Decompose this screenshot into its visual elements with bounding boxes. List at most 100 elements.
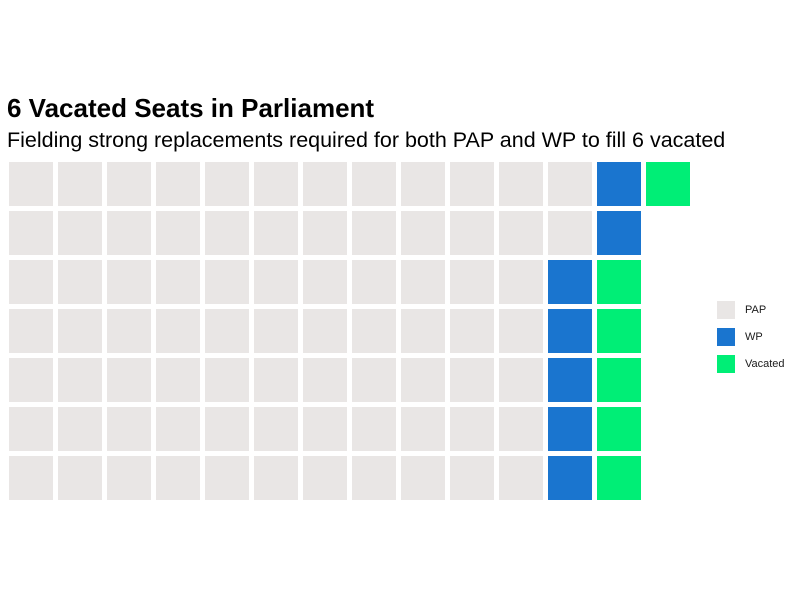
waffle-cell-pap <box>352 456 396 500</box>
waffle-cell-vacated <box>597 456 641 500</box>
waffle-cell-pap <box>107 211 151 255</box>
waffle-cell-pap <box>9 456 53 500</box>
waffle-cell-wp <box>548 309 592 353</box>
waffle-cell-pap <box>254 211 298 255</box>
waffle-cell-pap <box>401 162 445 206</box>
waffle-cell-pap <box>254 407 298 451</box>
waffle-cell-pap <box>9 260 53 304</box>
waffle-cell-pap <box>254 260 298 304</box>
waffle-cell-pap <box>499 407 543 451</box>
waffle-cell-pap <box>303 407 347 451</box>
waffle-cell-pap <box>303 260 347 304</box>
legend-label-vacated: Vacated <box>745 358 785 370</box>
waffle-cell-pap <box>156 260 200 304</box>
waffle-cell-pap <box>352 260 396 304</box>
waffle-cell-pap <box>107 358 151 402</box>
waffle-cell-pap <box>401 407 445 451</box>
waffle-cell-vacated <box>646 162 690 206</box>
waffle-cell-pap <box>352 407 396 451</box>
waffle-cell-pap <box>450 162 494 206</box>
waffle-cell-pap <box>254 358 298 402</box>
waffle-cell-pap <box>58 456 102 500</box>
waffle-cell-pap <box>156 456 200 500</box>
waffle-cell-pap <box>450 358 494 402</box>
waffle-cell-pap <box>450 309 494 353</box>
waffle-cell-pap <box>499 358 543 402</box>
waffle-cell-pap <box>254 162 298 206</box>
waffle-cell-pap <box>254 456 298 500</box>
legend-item-vacated: Vacated <box>717 352 785 376</box>
waffle-cell-pap <box>156 211 200 255</box>
waffle-cell-pap <box>303 162 347 206</box>
waffle-cell-pap <box>156 407 200 451</box>
waffle-cell-pap <box>548 162 592 206</box>
waffle-cell-wp <box>597 162 641 206</box>
waffle-cell-vacated <box>597 309 641 353</box>
waffle-cell-pap <box>9 309 53 353</box>
waffle-cell-pap <box>303 211 347 255</box>
waffle-cell-pap <box>548 211 592 255</box>
waffle-cell-vacated <box>597 260 641 304</box>
legend-swatch-pap <box>717 301 735 319</box>
legend: PAP WP Vacated <box>717 298 785 379</box>
waffle-cell-wp <box>597 211 641 255</box>
waffle-cell-pap <box>205 456 249 500</box>
waffle-cell-pap <box>205 211 249 255</box>
waffle-cell-pap <box>58 309 102 353</box>
legend-label-wp: WP <box>745 331 763 343</box>
waffle-cell-pap <box>58 407 102 451</box>
waffle-cell-pap <box>450 211 494 255</box>
waffle-cell-pap <box>352 309 396 353</box>
waffle-cell-pap <box>499 211 543 255</box>
waffle-cell-pap <box>303 456 347 500</box>
waffle-cell-pap <box>9 407 53 451</box>
waffle-cell-pap <box>401 211 445 255</box>
waffle-cell-pap <box>499 162 543 206</box>
waffle-cell-pap <box>156 309 200 353</box>
waffle-cell-wp <box>548 358 592 402</box>
waffle-cell-pap <box>303 358 347 402</box>
waffle-cell-pap <box>58 211 102 255</box>
waffle-cell-pap <box>254 309 298 353</box>
waffle-cell-vacated <box>597 358 641 402</box>
waffle-cell-pap <box>303 309 347 353</box>
waffle-cell-pap <box>107 407 151 451</box>
waffle-cell-pap <box>352 358 396 402</box>
waffle-cell-vacated <box>597 407 641 451</box>
waffle-cell-pap <box>450 260 494 304</box>
legend-swatch-vacated <box>717 355 735 373</box>
chart-title: 6 Vacated Seats in Parliament <box>7 93 375 123</box>
waffle-cell-pap <box>9 358 53 402</box>
waffle-cell-pap <box>107 456 151 500</box>
waffle-cell-pap <box>450 407 494 451</box>
waffle-cell-pap <box>107 309 151 353</box>
waffle-cell-wp <box>548 456 592 500</box>
waffle-cell-wp <box>548 407 592 451</box>
waffle-cell-wp <box>548 260 592 304</box>
waffle-cell-pap <box>205 358 249 402</box>
waffle-cell-pap <box>107 260 151 304</box>
legend-item-pap: PAP <box>717 298 785 322</box>
waffle-cell-pap <box>58 358 102 402</box>
waffle-cell-pap <box>499 456 543 500</box>
waffle-cell-pap <box>205 260 249 304</box>
waffle-cell-pap <box>401 456 445 500</box>
waffle-cell-pap <box>9 162 53 206</box>
waffle-cell-pap <box>499 309 543 353</box>
waffle-cell-pap <box>401 358 445 402</box>
chart-subtitle: Fielding strong replacements required fo… <box>7 128 726 152</box>
legend-swatch-wp <box>717 328 735 346</box>
waffle-cell-pap <box>205 309 249 353</box>
waffle-cell-pap <box>58 260 102 304</box>
legend-label-pap: PAP <box>745 304 767 316</box>
waffle-cell-pap <box>401 309 445 353</box>
waffle-cell-pap <box>9 211 53 255</box>
waffle-cell-pap <box>58 162 102 206</box>
waffle-cell-pap <box>499 260 543 304</box>
waffle-cell-pap <box>205 162 249 206</box>
waffle-cell-pap <box>352 211 396 255</box>
legend-item-wp: WP <box>717 325 785 349</box>
waffle-cell-pap <box>156 358 200 402</box>
